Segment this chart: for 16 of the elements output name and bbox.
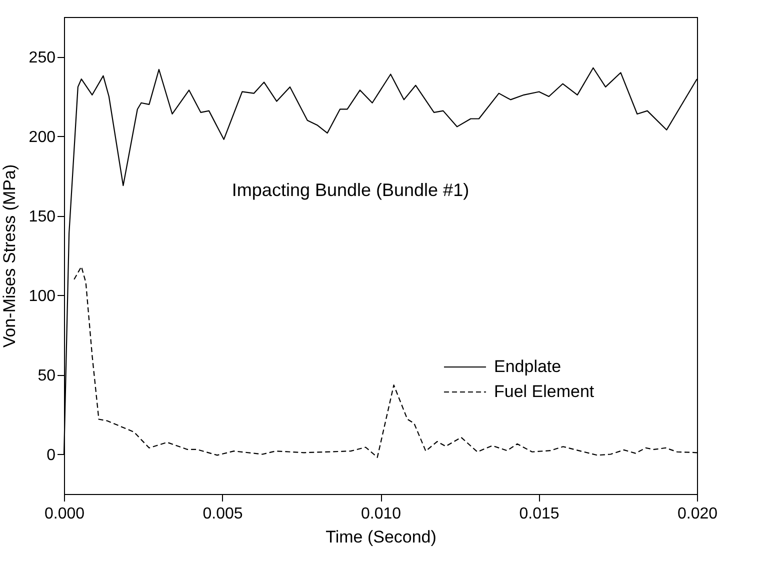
x-tick-label: 0.005 — [202, 506, 243, 522]
y-tick-label: 0 — [46, 446, 56, 464]
x-tick-label: 0.020 — [677, 506, 718, 522]
x-tick-label: 0.015 — [519, 506, 560, 522]
y-axis-title: Von-Mises Stress (MPa) — [0, 164, 19, 348]
y-tick-label: 50 — [38, 367, 56, 384]
y-tick-label: 250 — [28, 49, 56, 66]
y-tick-label: 100 — [28, 288, 56, 305]
legend-label: Endplate — [494, 357, 562, 376]
y-tick-label: 150 — [28, 208, 56, 226]
y-tick-label: 200 — [28, 128, 56, 146]
legend-label: Fuel Element — [494, 382, 594, 401]
x-tick-label: 0.000 — [44, 506, 85, 522]
annotation: Impacting Bundle (Bundle #1) — [232, 180, 470, 200]
x-axis-title: Time (Second) — [326, 528, 436, 546]
x-tick-label: 0.010 — [360, 506, 402, 522]
